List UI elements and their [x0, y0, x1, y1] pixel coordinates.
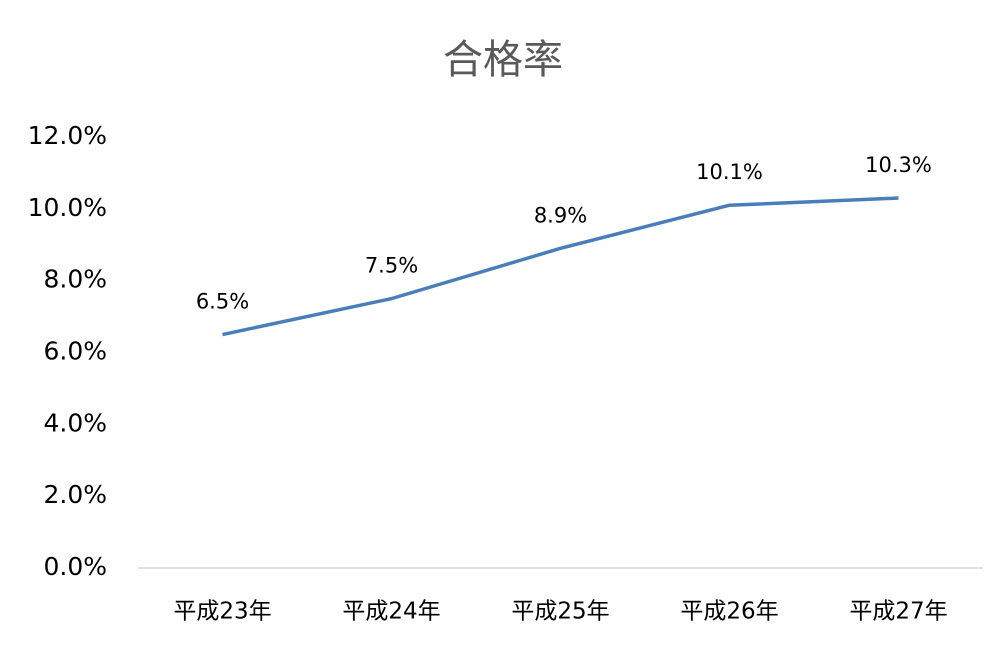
data-label: 10.3% [865, 153, 932, 177]
data-label: 10.1% [696, 160, 763, 184]
data-label: 7.5% [365, 254, 418, 278]
data-label: 8.9% [534, 203, 587, 227]
chart-title: 合格率 [443, 37, 563, 83]
y-tick-label: 4.0% [43, 408, 107, 437]
y-tick-label: 2.0% [43, 480, 107, 509]
line-series [222, 196, 899, 337]
x-tick-label: 平成27年 [849, 599, 947, 625]
x-tick-label: 平成26年 [680, 599, 778, 625]
y-tick-label: 12.0% [28, 121, 107, 150]
data-label: 6.5% [196, 290, 249, 314]
x-tick-label: 平成23年 [173, 599, 271, 625]
y-tick-label: 6.0% [43, 337, 107, 366]
y-tick-label: 10.0% [28, 193, 107, 222]
y-tick-label: 0.0% [43, 552, 107, 581]
y-tick-label: 8.0% [43, 265, 107, 294]
x-tick-label: 平成25年 [511, 599, 609, 625]
x-tick-label: 平成24年 [342, 599, 440, 625]
